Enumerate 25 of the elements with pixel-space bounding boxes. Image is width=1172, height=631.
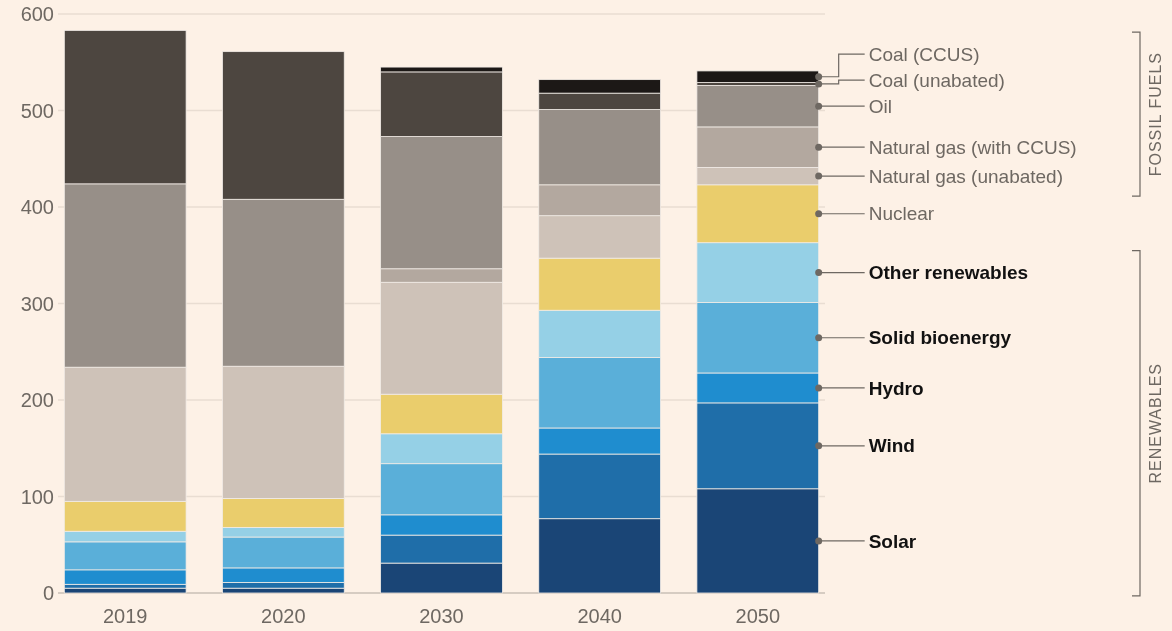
text: Solar — [868, 530, 917, 552]
x-tick-label: 2019 — [102, 605, 148, 627]
text: FOSSIL FUELS — [1146, 51, 1164, 177]
y-tick-label: 600 — [20, 3, 54, 25]
text: RENEWABLES — [1146, 362, 1164, 484]
text: Oil — [868, 95, 892, 117]
y-tick-label: 200 — [20, 389, 54, 411]
text: Coal (CCUS) — [868, 43, 980, 65]
text: Natural gas (with CCUS) — [868, 136, 1077, 158]
y-tick-label: 100 — [20, 485, 54, 508]
y-tick-label: 300 — [20, 292, 54, 315]
text: Nuclear — [868, 203, 935, 225]
x-tick-label: 2050 — [735, 605, 781, 627]
text: Natural gas (unabated) — [868, 165, 1064, 187]
text: Other renewables — [868, 262, 1029, 284]
text: Hydro — [868, 377, 924, 399]
x-tick-label: 2040 — [577, 605, 622, 627]
y-tick-label: 0 — [42, 582, 54, 604]
y-tick-label: 400 — [20, 196, 54, 218]
y-tick-label: 500 — [20, 99, 54, 122]
text: Coal (unabated) — [868, 69, 1005, 91]
x-tick-label: 2030 — [419, 605, 464, 627]
text: Solid bioenergy — [868, 327, 1012, 349]
x-tick-label: 2020 — [261, 605, 306, 627]
text: Wind — [868, 435, 915, 457]
